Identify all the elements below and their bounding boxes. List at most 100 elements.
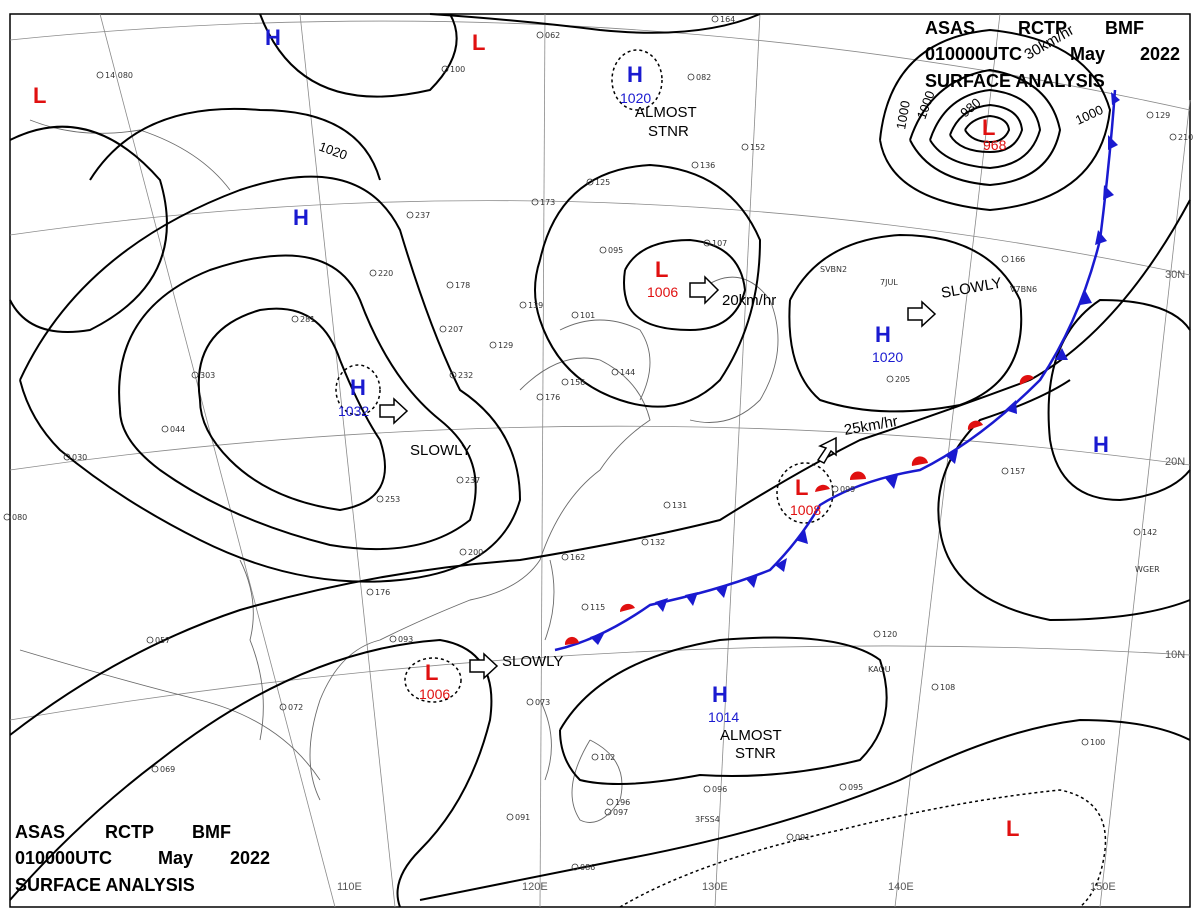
motion-arrow-front-low: [816, 436, 837, 464]
station-plot-value: 253: [385, 495, 400, 504]
station-circle: [606, 798, 614, 806]
header-agency: ASAS: [925, 18, 975, 38]
station-plots: 14 080 100 062 164 237 178 220 281 207 232 303 093 0…: [3, 15, 1193, 872]
motion-arrows: [379, 275, 937, 680]
station-plot-value: 099: [840, 485, 855, 494]
station-circle: [561, 553, 569, 561]
station-plot-value: 129: [498, 341, 513, 350]
station-plot-value: 086: [580, 863, 595, 872]
station-plot-value: 303: [200, 371, 215, 380]
motion-label: SLOWLY: [410, 442, 471, 459]
station-plot-value: 072: [288, 703, 303, 712]
motion-arrow-east-high: [907, 300, 937, 328]
station-circle: [886, 375, 894, 383]
low-pressure-value: 1008: [790, 502, 821, 518]
high-pressure-center: H: [712, 682, 728, 707]
station-plot-value: 057: [155, 636, 170, 645]
lon-label: 130E: [702, 881, 728, 893]
motion-label: STNR: [735, 745, 776, 762]
high-pressure-value: 1020: [872, 349, 903, 365]
station-plot-value: 152: [750, 143, 765, 152]
station-plot-value: 129: [1155, 111, 1170, 120]
high-pressure-center: H: [627, 62, 643, 87]
station-plot-value: 132: [650, 538, 665, 547]
station-circle: [703, 239, 711, 247]
station-plot-value: 139: [528, 301, 543, 310]
station-circle: [441, 65, 449, 73]
station-circle: [151, 765, 159, 773]
station-plot-value: 100: [450, 65, 465, 74]
station-circle: [931, 683, 939, 691]
station-plot-value: 093: [398, 635, 413, 644]
footer-center-code: RCTP: [105, 822, 154, 842]
station-circle: [839, 783, 847, 791]
motion-label: ALMOST: [720, 727, 782, 744]
station-circle: [519, 301, 527, 309]
lon-label: 140E: [888, 881, 914, 893]
low-pressure-value: 1006: [419, 686, 450, 702]
station-circle: [3, 513, 11, 521]
motion-arrow-central-low: [689, 275, 720, 305]
station-circle: [366, 588, 374, 596]
header-product-code: BMF: [1105, 18, 1144, 38]
station-plot-value: 200: [468, 548, 483, 557]
motion-label: STNR: [648, 123, 689, 140]
low-pressure-value: 1006: [647, 284, 678, 300]
lat-label: 20N: [1165, 456, 1185, 468]
lon-label: 110E: [337, 881, 362, 893]
station-plot-value: 178: [455, 281, 470, 290]
station-circle: [599, 246, 607, 254]
station-plot-value: 115: [590, 603, 605, 612]
station-plot-value: 062: [545, 31, 560, 40]
high-pressure-value: 1014: [708, 709, 739, 725]
station-plot-value: 082: [696, 73, 711, 82]
lon-label: 150E: [1090, 881, 1116, 893]
high-pressure-value: 1032: [338, 403, 369, 419]
station-circle: [536, 31, 544, 39]
station-circle: [591, 753, 599, 761]
station-circle: [439, 325, 447, 333]
high-pressure-center: H: [265, 25, 281, 50]
low-pressure-center: L: [472, 30, 485, 55]
station-circle: [1169, 133, 1177, 141]
station-circle: [376, 495, 384, 503]
station-circle: [406, 211, 414, 219]
high-pressure-value: 1020: [620, 90, 651, 106]
station-plot-value: 142: [1142, 528, 1157, 537]
station-circle: [161, 425, 169, 433]
lat-label: 10N: [1165, 649, 1185, 661]
station-plot-value: 281: [300, 315, 315, 324]
map-frame: [9, 13, 1191, 908]
footer-product-title: SURFACE ANALYSIS: [15, 875, 195, 895]
station-plot-value: 156: [570, 378, 585, 387]
station-id: 3FSS4: [695, 815, 720, 824]
station-plot-value: 107: [712, 239, 727, 248]
lat-label: 30N: [1165, 269, 1185, 281]
header-center-code: RCTP: [1018, 18, 1067, 38]
station-circle: [449, 371, 457, 379]
station-plot-value: 210: [1178, 133, 1193, 142]
station-circle: [279, 703, 287, 711]
station-circle: [191, 371, 199, 379]
station-circle: [561, 378, 569, 386]
station-circle: [506, 813, 514, 821]
station-plot-value: 091: [515, 813, 530, 822]
station-circle: [703, 785, 711, 793]
dotted-isobars: [335, 49, 1107, 908]
station-plot-value: 101: [580, 311, 595, 320]
high-pressure-center: H: [875, 322, 891, 347]
station-plot-value: 164: [720, 15, 735, 24]
low-pressure-center: L: [795, 475, 808, 500]
motion-arrow-west-high: [379, 397, 409, 425]
station-plot-value: 108: [940, 683, 955, 692]
station-circle: [1001, 255, 1009, 263]
station-circle: [581, 603, 589, 611]
motion-arrow-south-low: [469, 652, 499, 680]
station-plot-value: 069: [160, 765, 175, 774]
motion-label: SLOWLY: [502, 653, 563, 670]
station-circle: [446, 281, 454, 289]
station-circle: [369, 269, 377, 277]
station-plot-value: 205: [895, 375, 910, 384]
station-circle: [531, 198, 539, 206]
station-circle: [741, 143, 749, 151]
